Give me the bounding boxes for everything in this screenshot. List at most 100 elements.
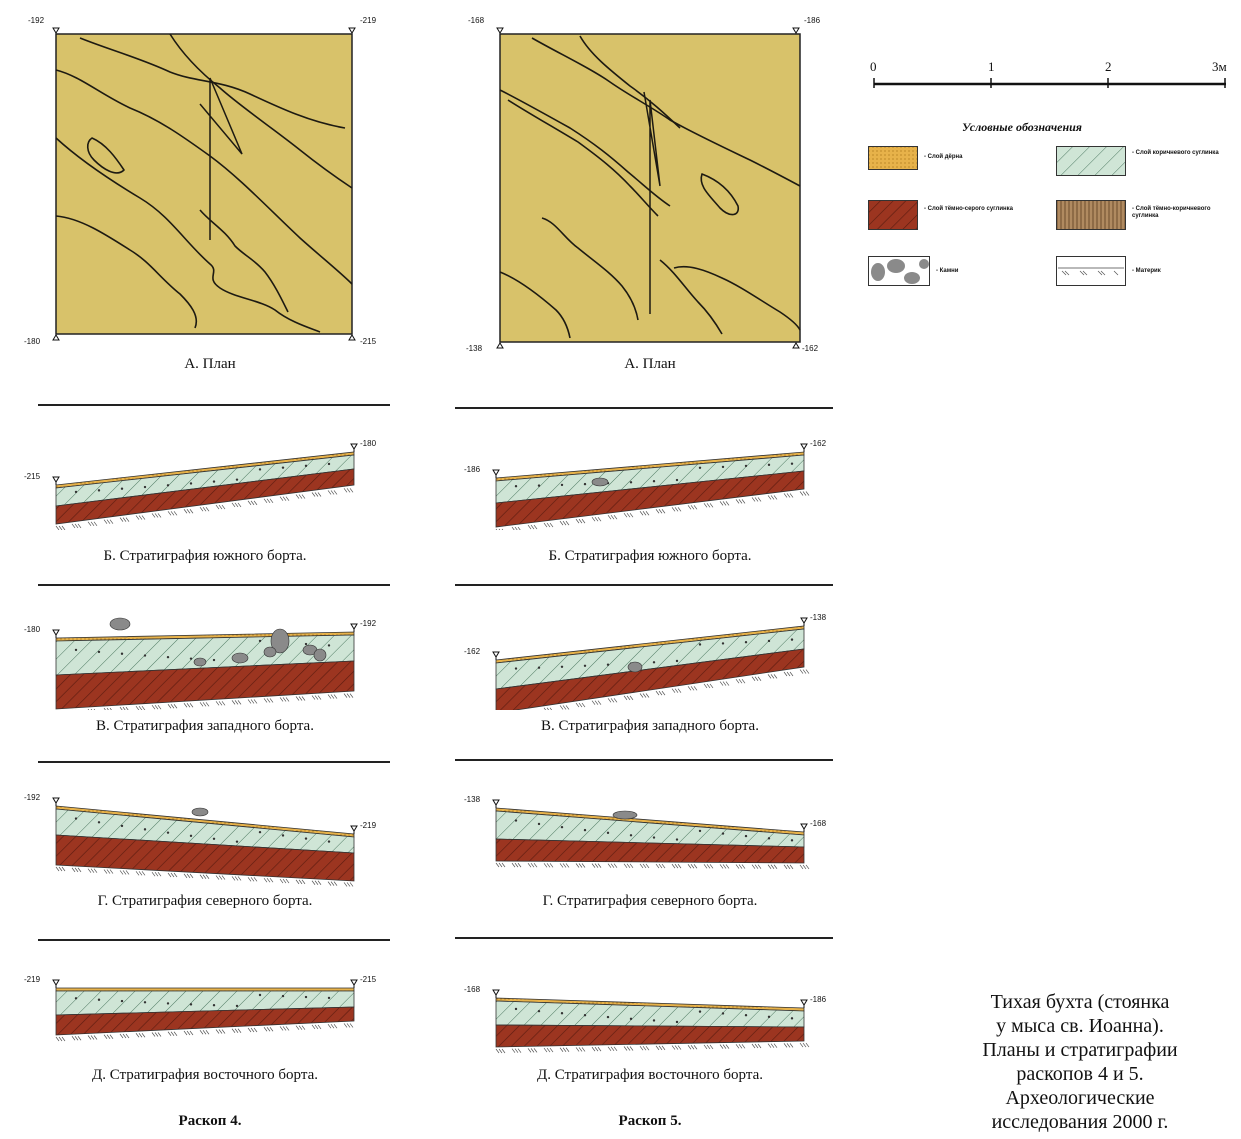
plan-excavation-5: -168 -186 -138 -162 А. План [460,10,840,380]
contour-line [169,33,353,189]
figure-title-line: Археологические [1005,1087,1155,1109]
brown-loam-layer [55,660,355,710]
legend-swatch-sod [868,146,918,170]
benchmark-icon [492,989,500,996]
benchmark-icon [800,999,808,1006]
scale-tick-label: 2 [1105,59,1112,74]
legend: Условные обозначения - Слой дёрна - Слой… [862,120,1238,300]
contour-line [55,215,198,329]
stone [109,617,131,631]
legend-label: - Слой дёрна [924,154,963,160]
inclusion-dots [74,993,331,1008]
bedrock-hatching [495,491,810,530]
contour-line [55,137,321,333]
inclusion-dots [514,462,794,488]
benchmark-icon [792,342,800,349]
legend-swatch-bedrock [1056,256,1126,286]
contour-line [499,89,671,207]
elevation-label: -162 [464,647,481,656]
section-5-2 [492,617,810,710]
benchmark-icon [52,476,60,483]
plan-excavation-4: -192 -219 -180 -215 А. План [20,10,400,380]
figure-title-line: у мыса св. Иоанна). [996,1015,1164,1037]
elevation-label: -138 [466,344,483,353]
section-caption: В. Стратиграфия западного борта. [96,718,314,734]
benchmark-icon [496,27,504,34]
section-4-4 [52,979,358,1042]
elevation-label: -186 [804,16,821,25]
benchmark-icon [496,342,504,349]
stone [193,657,207,667]
stone [263,646,277,658]
north-arrow [643,91,661,314]
brown-loam-layer [55,1006,355,1036]
section-5-3 [492,799,810,870]
elevation-label: -215 [360,337,377,346]
contour-line [659,259,723,335]
legend-heading: Условные обозначения [962,120,1082,134]
contour-line [700,173,740,216]
elevation-label: -162 [810,439,827,448]
elevation-label: -138 [464,795,481,804]
benchmark-icon [492,799,500,806]
bedrock-hatching [72,693,354,710]
inclusion-dots [74,462,331,494]
stone [191,807,209,817]
excavation-5-title: Раскоп 5. [618,1113,682,1129]
stone [612,810,638,820]
elevation-label: -219 [360,821,377,830]
bedrock-hatching [55,488,354,530]
benchmark-icon [800,823,808,830]
sod-layer [55,987,355,992]
section-caption: Б. Стратиграфия южного борта. [103,548,307,564]
elevation-label: -162 [802,344,819,353]
scale-tick-label: 0 [870,59,877,74]
elevation-label: -138 [810,613,827,622]
inclusion-dots [74,639,331,663]
legend-swatch-stones [868,256,930,286]
figure-title-line: Тихая бухта (стоянка [990,991,1170,1013]
brown-loam-layer [55,468,355,525]
benchmark-icon [52,797,60,804]
benchmark-icon [350,825,358,832]
contour-line [199,209,289,313]
elevation-label: -180 [24,337,41,346]
legend-label: - Материк [1132,268,1161,274]
brown-loam-layer [55,834,355,882]
brown-loam-layer [495,1024,805,1048]
contour-line [579,35,681,129]
section-5-1 [492,443,810,530]
elevation-label: -192 [24,793,41,802]
elevation-label: -168 [464,985,481,994]
bedrock-hatching [55,866,354,887]
inclusion-dots [514,1007,794,1024]
inclusion-dots [74,817,331,843]
elevation-label: -219 [360,16,377,25]
bedrock-hatching [495,862,810,870]
brown-loam-layer [495,838,805,864]
benchmark-icon [52,629,60,636]
contour-line [86,137,125,174]
elevation-label: -168 [468,16,485,25]
benchmark-icon [800,443,808,450]
elevation-label: -180 [360,439,377,448]
bedrock-hatching [495,1042,810,1054]
benchmark-icon [800,617,808,624]
stone [591,477,609,487]
plan-5-drawing [496,27,801,349]
benchmark-icon [350,443,358,450]
stone [313,648,327,662]
bedrock-hatching [55,1023,354,1042]
section-caption: Г. Стратиграфия северного борта. [542,893,758,909]
plan-4-area [55,33,353,335]
contour-line [673,265,801,331]
elevation-label: -186 [810,995,827,1004]
section-caption: Д. Стратиграфия восточного борта. [537,1067,763,1083]
scale-tick-label: 1 [988,59,995,74]
separators [38,404,833,941]
contour-line [541,217,639,321]
benchmark-icon [52,27,60,34]
bedrock-hatching [543,669,810,710]
elevation-label: -215 [24,472,41,481]
elevation-label: -219 [24,975,41,984]
